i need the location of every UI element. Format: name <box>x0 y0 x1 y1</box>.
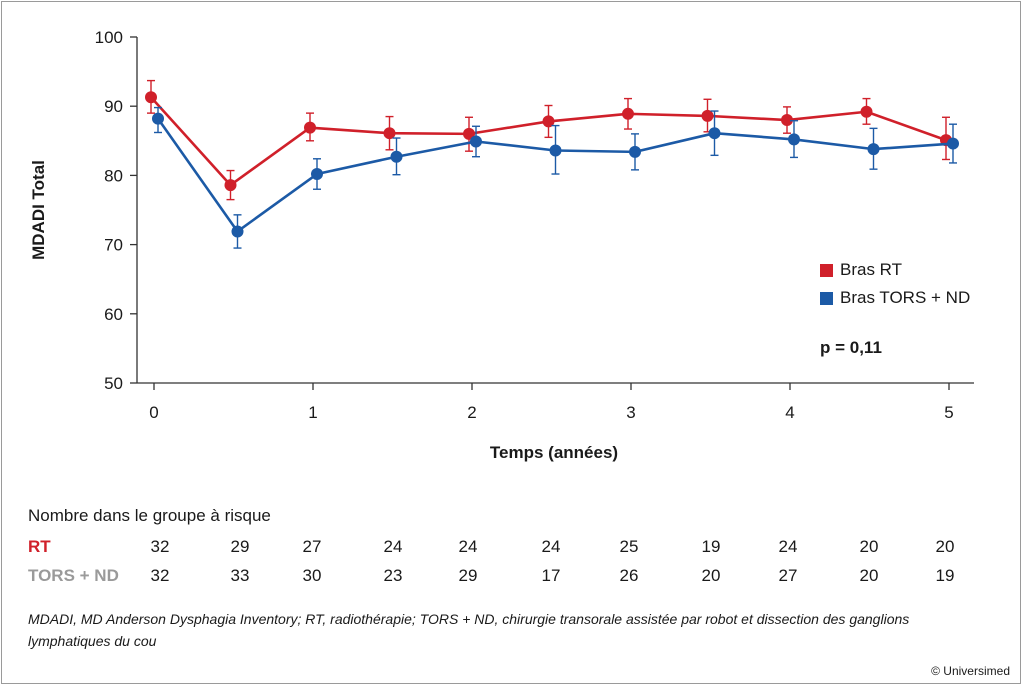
risk-cell: 32 <box>150 537 170 556</box>
risk-cell: 20 <box>859 566 879 585</box>
data-point <box>231 225 244 238</box>
legend-swatch-rt <box>820 263 833 277</box>
data-point <box>463 127 475 140</box>
data-point <box>470 135 482 148</box>
y-tick-label: 50 <box>104 374 123 393</box>
risk-cell: 27 <box>302 537 322 556</box>
risk-cell: 26 <box>619 566 639 585</box>
series-tors-nd <box>152 106 959 249</box>
risk-cell: 29 <box>458 566 478 585</box>
axes: 50 60 70 80 90 100 0 1 2 3 4 5 <box>95 28 974 422</box>
legend-label-rt: Bras RT <box>840 260 903 279</box>
data-point <box>383 127 396 140</box>
risk-cell: 17 <box>541 566 561 585</box>
risk-table-title: Nombre dans le groupe à risque <box>28 506 271 525</box>
risk-cell: 33 <box>230 566 250 585</box>
series-rt <box>145 79 952 201</box>
legend: Bras RT Bras TORS + ND <box>820 256 970 312</box>
risk-cell: 19 <box>701 537 721 556</box>
line-chart: 50 60 70 80 90 100 0 1 2 3 4 5 MDADI Total Temps (a… <box>29 28 974 462</box>
risk-cell: 20 <box>701 566 721 585</box>
risk-cell: 25 <box>619 537 639 556</box>
risk-row-rt: RT 32 29 27 24 24 24 25 19 24 20 20 <box>28 537 988 559</box>
x-tick-label: 4 <box>785 403 794 422</box>
risk-cell: 29 <box>230 537 250 556</box>
risk-cell: 20 <box>935 537 955 556</box>
legend-label-tors: Bras TORS + ND <box>840 288 971 307</box>
y-tick-label: 60 <box>104 305 123 324</box>
data-point <box>781 114 793 127</box>
data-point <box>629 145 641 158</box>
risk-cell: 24 <box>541 537 561 556</box>
risk-cell: 24 <box>458 537 478 556</box>
legend-item-rt: Bras RT <box>820 256 970 284</box>
x-tick-label: 2 <box>467 403 476 422</box>
risk-cell: 30 <box>302 566 322 585</box>
risk-cell: 23 <box>383 566 403 585</box>
series-layer <box>145 79 959 249</box>
y-tick-label: 100 <box>95 28 123 47</box>
x-tick-label: 5 <box>944 403 953 422</box>
y-tick-label: 90 <box>104 97 123 116</box>
risk-cell: 24 <box>778 537 798 556</box>
data-point <box>860 105 873 118</box>
data-point <box>542 115 555 128</box>
risk-row-label: RT <box>28 537 51 556</box>
y-tick-label: 80 <box>104 166 123 185</box>
y-axis-title: MDADI Total <box>29 160 48 260</box>
y-tick-label: 70 <box>104 236 123 255</box>
x-tick-label: 1 <box>308 403 317 422</box>
legend-item-tors: Bras TORS + ND <box>820 284 970 312</box>
risk-cell: 19 <box>935 566 955 585</box>
x-axis-title: Temps (années) <box>490 443 618 462</box>
data-point <box>867 143 880 156</box>
p-value-annotation: p = 0,11 <box>820 338 882 357</box>
risk-cell: 20 <box>859 537 879 556</box>
data-point <box>304 121 316 134</box>
x-tick-label: 0 <box>149 403 158 422</box>
risk-cell: 27 <box>778 566 798 585</box>
risk-row-label: TORS + ND <box>28 566 119 585</box>
data-point <box>549 144 562 157</box>
data-point <box>145 91 157 104</box>
footnote: MDADI, MD Anderson Dysphagia Inventory; … <box>28 611 910 649</box>
data-point <box>390 150 403 163</box>
data-point <box>701 109 714 122</box>
data-point <box>311 168 323 181</box>
legend-swatch-tors <box>820 291 833 305</box>
copyright: © Universimed <box>931 664 1010 678</box>
data-point <box>708 127 721 140</box>
risk-row-tors: TORS + ND 32 33 30 23 29 17 26 20 27 20 19 <box>28 566 988 588</box>
data-point <box>152 112 164 125</box>
data-point <box>947 137 959 150</box>
data-point <box>224 179 237 192</box>
risk-cell: 24 <box>383 537 403 556</box>
data-point <box>788 133 800 146</box>
risk-cell: 32 <box>150 566 170 585</box>
data-point <box>622 107 634 120</box>
x-tick-label: 3 <box>626 403 635 422</box>
